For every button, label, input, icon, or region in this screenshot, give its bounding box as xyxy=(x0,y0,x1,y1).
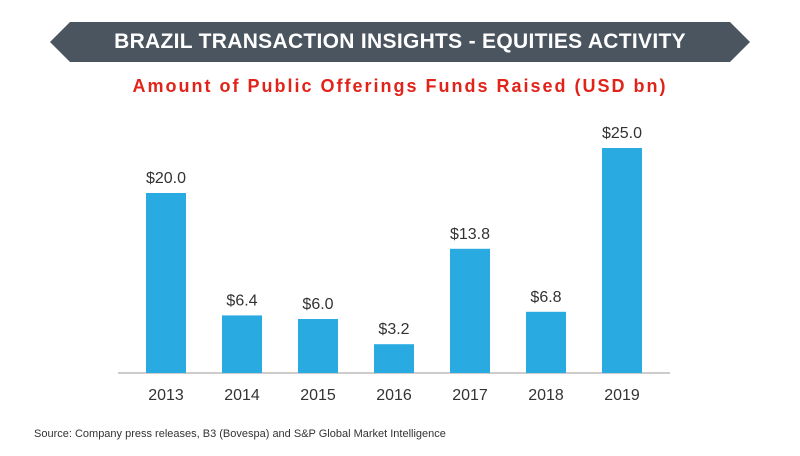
bar-2013 xyxy=(146,193,186,373)
x-tick-label-2019: 2019 xyxy=(604,387,640,404)
x-tick-label-2013: 2013 xyxy=(148,387,184,404)
bar-2015 xyxy=(298,319,338,373)
x-tick-label-2018: 2018 xyxy=(528,387,564,404)
banner-title: BRAZIL TRANSACTION INSIGHTS - EQUITIES A… xyxy=(114,30,686,53)
chart-title: Amount of Public Offerings Funds Raised … xyxy=(132,76,668,96)
bar-2016 xyxy=(374,344,414,373)
data-label-2019: $25.0 xyxy=(602,125,642,142)
x-tick-label-2015: 2015 xyxy=(300,387,336,404)
bar-2019 xyxy=(602,148,642,373)
source-note: Source: Company press releases, B3 (Bove… xyxy=(34,428,446,440)
title-banner: BRAZIL TRANSACTION INSIGHTS - EQUITIES A… xyxy=(50,22,750,62)
bar-2014 xyxy=(222,315,262,373)
x-tick-label-2016: 2016 xyxy=(376,387,412,404)
data-label-2018: $6.8 xyxy=(530,289,561,306)
x-tick-label-2017: 2017 xyxy=(452,387,488,404)
data-label-2016: $3.2 xyxy=(378,321,409,338)
data-label-2017: $13.8 xyxy=(450,226,490,243)
x-tick-label-2014: 2014 xyxy=(224,387,260,404)
bar-2018 xyxy=(526,311,566,373)
data-label-2013: $20.0 xyxy=(146,170,186,187)
data-label-2015: $6.0 xyxy=(302,296,333,313)
data-label-2014: $6.4 xyxy=(226,292,257,309)
bar-2017 xyxy=(450,248,490,373)
